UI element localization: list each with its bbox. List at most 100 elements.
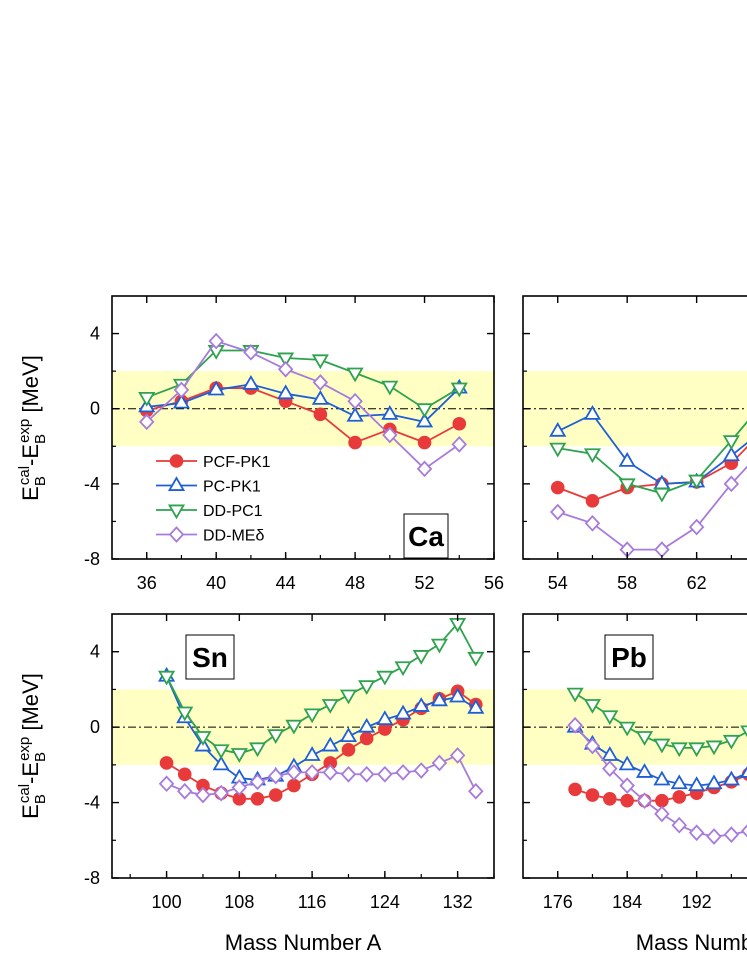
panel-sn-series-pc-pk1-point-17 — [467, 698, 485, 714]
panel-sn-series-dd-me-point-7 — [286, 764, 302, 781]
panel-sn-xtick-label: 100 — [152, 892, 182, 912]
panel-ca-series-dd-me-point-2 — [208, 332, 224, 350]
panel-ca-series-pc-pk1-point-8 — [415, 412, 434, 428]
ylabel-sub2: B — [32, 752, 49, 762]
ylabel-sup2: exp — [16, 419, 33, 443]
panel-sn-series-dd-me-point-1 — [177, 782, 193, 800]
panel-pb-series-dd-me-point-7 — [688, 824, 705, 842]
ylabel-main: E — [18, 486, 43, 501]
panel-sn-series-dd-me-point-4 — [231, 779, 248, 796]
panel-pb-series-dd-pc1-point-6 — [670, 742, 688, 758]
panel-sn-series-dd-me-point-15 — [431, 754, 448, 772]
legend-marker-pcf-pk1 — [169, 454, 184, 468]
panel-sn-label: Sn — [192, 642, 228, 673]
panel-sn-series-dd-pc1-point-10 — [339, 689, 358, 705]
panel-ca-series-dd-me-point-3 — [243, 344, 259, 361]
panel-sn-series-pcf-pk1-point-0 — [159, 756, 174, 770]
legend-label-dd-pc1: DD-PC1 — [203, 503, 263, 520]
legend-label-dd-me: DD-MEδ — [203, 528, 264, 545]
ylabel-sup: cal — [16, 784, 33, 803]
panel-ca-series-dd-pc1-point-7 — [381, 380, 399, 396]
panel-pb-series-pc-pk1-point-2 — [601, 746, 619, 761]
panel-sn-series-pcf-pk1-point-11 — [359, 731, 374, 746]
legend-marker-dd-me — [168, 526, 185, 543]
panel-sn-series-dd-pc1-point-17 — [467, 651, 485, 667]
panel-sn-series-dd-me-point-10 — [340, 765, 357, 783]
panel-sn-series-dd-pc1-point-4 — [230, 748, 248, 763]
panel-ca-series-pc-pk1-point-5 — [311, 390, 329, 405]
panel-pb-xtick-label: 176 — [543, 892, 573, 912]
panel-sn-series-dd-pc1-point-6 — [267, 729, 285, 744]
panel-sn-series-dd-pc1-point-13 — [394, 661, 412, 677]
panel-ca-series-dd-pc1-point-5 — [311, 354, 329, 370]
panel-pb-series-dd-pc1-point-3 — [618, 721, 636, 737]
panel-ca-series-dd-me-line — [146, 340, 460, 470]
panel-sn-series-dd-me-point-12 — [377, 765, 393, 783]
panel-pb-xtick-label: 184 — [612, 892, 642, 912]
panel-ni-series-dd-pc1-point-2 — [618, 478, 636, 494]
panel-ca-series-pcf-pk1-point-6 — [348, 435, 362, 450]
y-axis-title: EBcal-EBexp [MeV] — [16, 673, 49, 819]
panel-pb-series-pc-pk1-point-9 — [722, 770, 740, 786]
ylabel-sub: B — [32, 476, 49, 486]
panel-ni-series-pc-pk1-point-1 — [583, 405, 602, 420]
panel-ca-series-dd-pc1-point-4 — [277, 352, 295, 368]
panel-ni-series-pc-pk1-point-2 — [618, 452, 636, 467]
ylabel-sup2: exp — [16, 737, 33, 761]
legend-label-pc-pk1: PC-PK1 — [203, 479, 261, 496]
panel-sn-xtick-label: 116 — [298, 892, 327, 912]
panel-sn-series-dd-pc1-point-12 — [376, 670, 394, 686]
panel-sn-series-dd-me-point-5 — [249, 773, 266, 791]
panel-ca-series-dd-pc1-point-9 — [450, 382, 468, 398]
panel-sn-series-pc-pk1-point-3 — [212, 755, 230, 771]
panel-pb-series-dd-pc1-point-9 — [722, 734, 740, 750]
panel-pb-series-dd-pc1-point-2 — [601, 710, 619, 726]
panel-sn-ytick-label: -4 — [84, 793, 100, 813]
ylabel-mid: -E — [18, 762, 43, 784]
panel-ca-series-pc-pk1-point-6 — [346, 406, 364, 422]
panel-pb-data — [566, 687, 747, 845]
panel-sn: 100 108 116 124 132 -8 -4 0 4 Sn — [84, 613, 495, 912]
panel-ca-data — [138, 332, 468, 478]
panel-ca-xtick-label: 36 — [137, 573, 157, 593]
panel-sn-series-pc-pk1-point-9 — [321, 736, 339, 752]
panel-pb-series-pc-pk1-point-10 — [740, 766, 747, 778]
x-axis-title: Mass Number A — [225, 930, 382, 955]
panel-pb-series-dd-me-point-5 — [654, 805, 670, 823]
panel-sn-series-dd-pc1-point-5 — [248, 742, 267, 758]
panel-ca-series-pc-pk1-point-1 — [172, 393, 191, 409]
panel-pb-series-pc-pk1-point-7 — [688, 776, 706, 792]
panel-pb-frame — [522, 613, 747, 879]
panel-ca-series-pcf-pk1-point-9 — [452, 416, 467, 431]
ylabel-sup: cal — [16, 466, 33, 485]
panel-ni-xtick-label: 54 — [548, 573, 568, 593]
panel-sn-series-pc-pk1-point-14 — [412, 697, 430, 712]
panel-pb-series-pcf-pk1-point-3 — [620, 793, 634, 808]
x-axis-title: Mass Number A — [636, 930, 747, 955]
panel-sn-series-dd-pc1-point-3 — [212, 744, 230, 760]
panel-sn-ytick-label: 4 — [90, 642, 100, 662]
panel-pb-series-dd-me-point-1 — [584, 737, 601, 755]
panel-sn-frame — [111, 613, 495, 879]
ylabel-sub2: B — [32, 434, 49, 444]
panel-ca-series-pcf-pk1-line — [146, 387, 460, 444]
panel-ca: 36 40 44 48 52 56 -8 -4 0 4 Ca — [84, 295, 504, 593]
panel-pb-series-pc-pk1-point-6 — [670, 774, 688, 790]
panel-ni: 54 58 62 — [522, 295, 747, 593]
panel-pb-series-pcf-pk1-point-0 — [568, 782, 582, 797]
panel-ca-ytick-label: -4 — [84, 474, 100, 494]
panel-ca-ytick-label: 4 — [90, 324, 100, 344]
panel-ca-series-dd-pc1-point-8 — [415, 403, 434, 419]
panel-sn-series-pcf-pk1-point-5 — [250, 792, 265, 806]
panel-ca-xtick-label: 44 — [276, 573, 296, 593]
ylabel-sub: B — [32, 794, 49, 804]
panel-ni-series-dd-pc1-point-3 — [653, 487, 671, 503]
panel-ca-series-dd-me-point-1 — [173, 381, 190, 399]
panel-sn-series-dd-me-point-11 — [358, 765, 375, 783]
panel-pb-series-pc-pk1-point-3 — [618, 755, 636, 771]
panel-sn-series-dd-pc1-point-14 — [412, 650, 430, 665]
panel-pb-series-dd-pc1-point-5 — [653, 738, 671, 754]
panel-sn-xtick-label: 124 — [370, 892, 400, 912]
panel-sn-xtick-label: 132 — [443, 892, 473, 912]
panel-pb-series-pc-pk1-point-4 — [635, 763, 654, 778]
